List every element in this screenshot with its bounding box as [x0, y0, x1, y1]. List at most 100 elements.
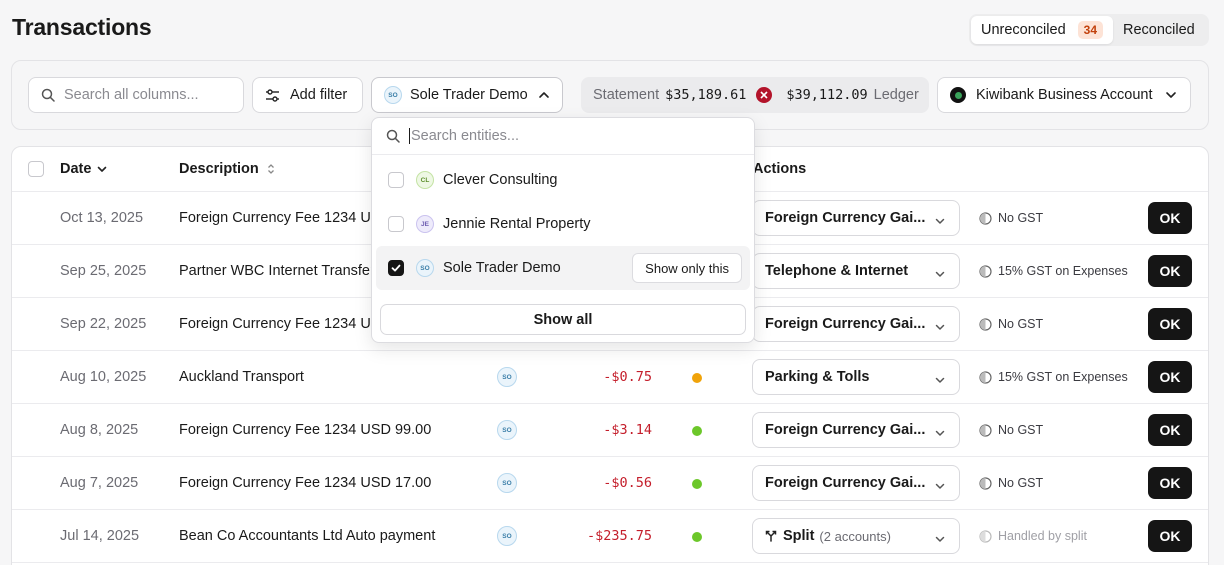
row-entity-avatar: SO	[497, 526, 517, 546]
row-category-label: Parking & Tolls	[765, 369, 870, 385]
ok-button[interactable]: OK	[1148, 414, 1192, 446]
search-placeholder: Search all columns...	[64, 87, 199, 103]
tab-reconciled-label: Reconciled	[1123, 22, 1195, 38]
select-all-checkbox[interactable]	[28, 161, 44, 177]
row-gst-label: No GST	[998, 423, 1044, 437]
entity-option-sole-trader-demo[interactable]: SO Sole Trader Demo Show only this	[376, 246, 750, 290]
check-icon	[391, 264, 401, 272]
entity-search-placeholder: Search entities...	[411, 128, 519, 144]
entity-avatar: JE	[416, 215, 434, 233]
ok-button[interactable]: OK	[1148, 308, 1192, 340]
row-date: Oct 13, 2025	[60, 210, 144, 226]
row-description: Foreign Currency Fee 1234 USD 17.00	[179, 475, 432, 491]
entity-option-label: Jennie Rental Property	[443, 216, 591, 232]
column-date[interactable]: Date	[60, 161, 107, 177]
column-description-label: Description	[179, 161, 259, 177]
row-category-label: Foreign Currency Gai...	[765, 316, 926, 332]
row-description: Partner WBC Internet Transfer	[179, 263, 375, 279]
entity-checkbox[interactable]	[388, 216, 404, 232]
add-filter-label: Add filter	[290, 87, 348, 103]
column-description[interactable]: Description	[179, 161, 275, 177]
show-only-this-button[interactable]: Show only this	[632, 253, 742, 283]
tab-reconciled[interactable]: Reconciled	[1113, 16, 1205, 44]
row-gst-rate[interactable]: 15% GST on Expenses	[979, 264, 1128, 278]
row-category-select[interactable]: Foreign Currency Gai...	[752, 465, 960, 501]
chevron-down-icon	[1165, 92, 1176, 98]
row-category-label: Split	[783, 528, 815, 544]
entity-search-input[interactable]: Search entities...	[372, 118, 754, 155]
row-status-dot	[692, 479, 702, 489]
entity-selector-label: Sole Trader Demo	[410, 87, 528, 103]
chevron-down-icon	[935, 214, 945, 230]
row-date: Jul 14, 2025	[60, 528, 140, 544]
row-entity-avatar: SO	[497, 367, 517, 387]
tab-unreconciled-label: Unreconciled	[981, 22, 1066, 38]
row-category-select[interactable]: Telephone & Internet	[752, 253, 960, 289]
row-gst-label: Handled by split	[998, 529, 1087, 543]
search-icon	[386, 129, 400, 143]
search-input[interactable]: Search all columns...	[28, 77, 244, 113]
entity-option-clever-consulting[interactable]: CL Clever Consulting	[376, 158, 750, 202]
row-gst-rate[interactable]: 15% GST on Expenses	[979, 370, 1128, 384]
row-amount: -$0.56	[603, 475, 652, 491]
bank-logo-icon	[950, 87, 966, 103]
gst-icon	[979, 476, 998, 490]
ok-button[interactable]: OK	[1148, 361, 1192, 393]
row-category-select[interactable]: Foreign Currency Gai...	[752, 412, 960, 448]
row-gst-label: No GST	[998, 476, 1044, 490]
tab-unreconciled[interactable]: Unreconciled 34	[971, 16, 1113, 44]
row-category-detail: (2 accounts)	[819, 528, 891, 544]
row-entity-avatar: SO	[497, 473, 517, 493]
statement-amount: $35,189.61	[665, 87, 747, 103]
row-gst-rate[interactable]: No GST	[979, 423, 1043, 437]
ledger-amount: $39,112.09	[786, 87, 868, 103]
table-row[interactable]: Aug 10, 2025 Auckland Transport SO -$0.75 Pa…	[12, 351, 1208, 404]
reconcile-status-toggle: Unreconciled 34 Reconciled	[969, 14, 1209, 46]
table-row[interactable]: Aug 8, 2025 Foreign Currency Fee 1234 USD…	[12, 404, 1208, 457]
row-entity-avatar: SO	[497, 420, 517, 440]
row-amount: -$0.75	[603, 369, 652, 385]
gst-icon	[979, 317, 998, 331]
account-selector[interactable]: Kiwibank Business Account	[937, 77, 1191, 113]
gst-icon	[979, 423, 998, 437]
row-gst-rate[interactable]: No GST	[979, 317, 1043, 331]
row-amount: -$235.75	[586, 528, 652, 544]
split-icon	[765, 530, 783, 542]
entity-checkbox[interactable]	[388, 260, 404, 276]
table-row[interactable]: Jul 14, 2025 Bean Co Accountants Ltd Auto…	[12, 510, 1208, 563]
row-category-select[interactable]: Parking & Tolls	[752, 359, 960, 395]
entity-option-jennie-rental-property[interactable]: JE Jennie Rental Property	[376, 202, 750, 246]
entity-avatar: SO	[416, 259, 434, 277]
row-gst-rate: Handled by split	[979, 529, 1087, 543]
row-category-label: Foreign Currency Gai...	[765, 210, 926, 226]
ok-button[interactable]: OK	[1148, 255, 1192, 287]
row-date: Aug 7, 2025	[60, 475, 139, 491]
show-all-button[interactable]: Show all	[380, 304, 746, 335]
row-description: Foreign Currency Fee 1234 USD 45.00	[179, 316, 432, 332]
gst-icon	[979, 370, 998, 384]
sort-desc-icon	[98, 166, 107, 172]
ok-button[interactable]: OK	[1148, 202, 1192, 234]
row-gst-rate[interactable]: No GST	[979, 476, 1043, 490]
entity-selector[interactable]: SO Sole Trader Demo	[371, 77, 563, 113]
account-selector-label: Kiwibank Business Account	[976, 87, 1153, 103]
gst-icon	[979, 264, 998, 278]
entity-avatar: SO	[384, 86, 402, 104]
ok-button[interactable]: OK	[1148, 467, 1192, 499]
row-description: Foreign Currency Fee 1234 USD 99.00	[179, 422, 432, 438]
ok-button[interactable]: OK	[1148, 520, 1192, 552]
row-description: Auckland Transport	[179, 369, 304, 385]
row-category-select[interactable]: Foreign Currency Gai...	[752, 306, 960, 342]
row-category-select[interactable]: Split (2 accounts)	[752, 518, 960, 554]
row-date: Sep 22, 2025	[60, 316, 147, 332]
row-description: Foreign Currency Fee 1234 USD 22.00	[179, 210, 432, 226]
row-category-select[interactable]: Foreign Currency Gai...	[752, 200, 960, 236]
unreconciled-count-badge: 34	[1077, 21, 1103, 39]
table-row[interactable]: Aug 7, 2025 Foreign Currency Fee 1234 USD…	[12, 457, 1208, 510]
row-status-dot	[692, 532, 702, 542]
row-gst-rate[interactable]: No GST	[979, 211, 1043, 225]
row-date: Aug 10, 2025	[60, 369, 147, 385]
add-filter-button[interactable]: Add filter	[252, 77, 363, 113]
chevron-down-icon	[935, 373, 945, 389]
entity-checkbox[interactable]	[388, 172, 404, 188]
